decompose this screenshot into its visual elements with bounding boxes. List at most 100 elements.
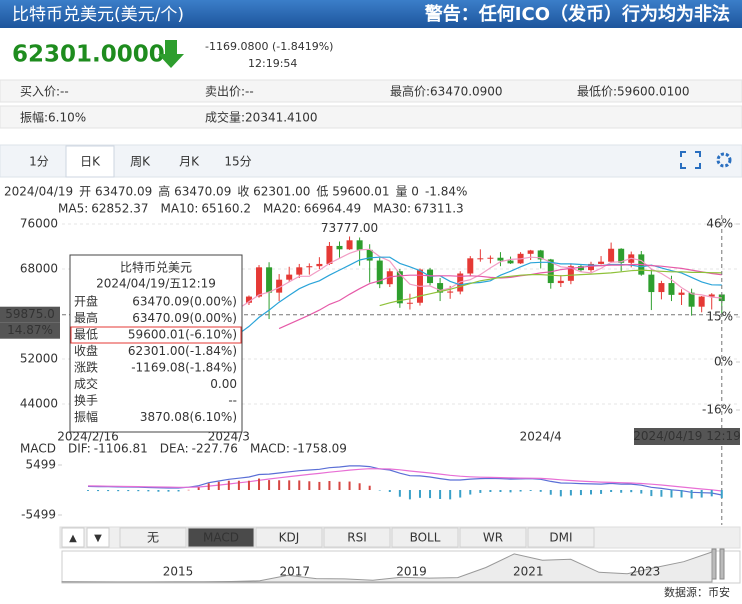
candle-body (598, 261, 605, 264)
tooltip-date: 2024/04/19/五12:19 (96, 277, 216, 291)
indicator-tab[interactable] (459, 527, 527, 548)
macd-bar (539, 490, 542, 492)
macd-bar (439, 490, 442, 499)
macd-bar (610, 490, 613, 492)
macd-bar (529, 490, 532, 491)
candle-body (698, 296, 705, 307)
settings-icon[interactable] (716, 152, 732, 168)
crosshair-box (634, 428, 740, 445)
macd-bar (640, 490, 643, 494)
indicator-tab-label[interactable]: BOLL (410, 531, 441, 545)
indicator-tab[interactable] (323, 527, 391, 548)
ohlc-info: -1.84% (425, 185, 467, 199)
y2-tick-label: 15% (706, 310, 733, 324)
indicator-tab-label[interactable]: RSI (347, 531, 367, 545)
indicator-tab-label[interactable]: 无 (147, 531, 159, 545)
macd-bar (127, 490, 130, 492)
period-tab[interactable]: 15分 (224, 155, 251, 169)
tooltip-value: 62301.00(-1.84%) (128, 344, 237, 358)
tooltip-value: 59600.01(-6.10%) (128, 328, 237, 342)
macd-bar (499, 490, 502, 492)
candle-body (306, 266, 313, 268)
y2-tick-label: 0% (714, 355, 733, 369)
candle-body (376, 260, 383, 285)
period-tab[interactable]: 1分 (29, 155, 49, 169)
macd-bar (720, 490, 723, 498)
period-tab[interactable]: 周K (130, 155, 151, 169)
stats-row (0, 105, 742, 129)
tooltip-value: 3870.08(6.10%) (140, 410, 237, 424)
indicator-tab[interactable] (119, 527, 187, 548)
period-tab[interactable]: 月K (179, 155, 200, 169)
price: 62301.0000 (12, 42, 165, 68)
macd-bar (378, 490, 381, 491)
candle-body (577, 266, 584, 271)
macd-bar (620, 490, 623, 493)
indicator-tab[interactable] (391, 527, 459, 548)
indicator-tab[interactable] (187, 527, 255, 548)
macd-bar (700, 490, 703, 498)
macd-bar (117, 490, 120, 492)
macd-bar (489, 490, 492, 492)
macd-bar (177, 490, 180, 492)
tooltip-value: -1169.08(-1.84%) (131, 361, 237, 375)
navigator-year: 2021 (513, 565, 544, 579)
ohlc-info: 量 0 (395, 185, 418, 199)
tooltip-highlight (70, 326, 242, 344)
candle-body (567, 266, 574, 281)
legend-value: -1758.09 (293, 442, 347, 456)
macd-bar (590, 490, 592, 495)
legend-name: MA20: (263, 202, 301, 216)
macd-bar (288, 480, 291, 490)
tooltip-label: 涨跌 (74, 360, 98, 375)
macd-bar (630, 490, 633, 493)
y2-tick-label: 46% (706, 217, 733, 231)
candle-body (668, 283, 675, 295)
macd-bar (680, 490, 683, 498)
navigator-year: 2019 (396, 565, 427, 579)
navigator-handle[interactable] (719, 548, 725, 580)
candle-body (618, 248, 625, 263)
macd-line (87, 468, 722, 492)
indicator-tab-label[interactable]: WR (483, 531, 503, 545)
indicator-tab-label[interactable]: DMI (549, 531, 572, 545)
macd-bar (298, 480, 301, 490)
down-arrow (158, 40, 184, 68)
stat-text: 最低价:59600.0100 (577, 85, 690, 99)
candle-body (537, 250, 544, 260)
period-tab[interactable]: 日K (80, 155, 101, 169)
indicator-tab-label[interactable]: MACD (203, 531, 239, 545)
stat-text: 买入价:-- (20, 85, 69, 99)
legend-name: MA10: (161, 202, 199, 216)
y-tick-label: 68000 (20, 262, 58, 276)
navigator-handle[interactable] (711, 548, 717, 580)
indicator-tab[interactable] (527, 527, 595, 548)
candle-body (266, 267, 273, 293)
candle-body (447, 291, 454, 293)
arrow-button[interactable] (61, 527, 85, 548)
navigator-year: 2023 (630, 565, 661, 579)
macd-bar (187, 489, 190, 491)
macd-bar (449, 490, 452, 500)
candle-body (245, 296, 252, 303)
macd-bar (690, 490, 693, 499)
indicator-title: MACD (20, 442, 56, 456)
tooltip-value: 0.00 (210, 377, 237, 391)
indicator-tab[interactable] (255, 527, 323, 548)
candle-body (497, 257, 504, 261)
header-bar (0, 0, 742, 28)
x-tick-label: 2024/2/16 (57, 430, 119, 444)
macd-bar (479, 490, 482, 493)
legend-value: 66964.49 (304, 202, 361, 216)
candle-body (477, 258, 484, 260)
ma-line (278, 263, 722, 330)
arrow-button[interactable] (86, 527, 110, 548)
indicator-tab-label[interactable]: KDJ (279, 531, 300, 545)
legend-value: 67311.3 (414, 202, 464, 216)
macd-bar (549, 490, 552, 495)
warning: 警告：任何ICO（发币）行为均为非法 (425, 3, 730, 25)
fullscreen-icon[interactable] (680, 151, 701, 169)
macd-bar (87, 490, 89, 491)
candle-body (437, 283, 444, 293)
